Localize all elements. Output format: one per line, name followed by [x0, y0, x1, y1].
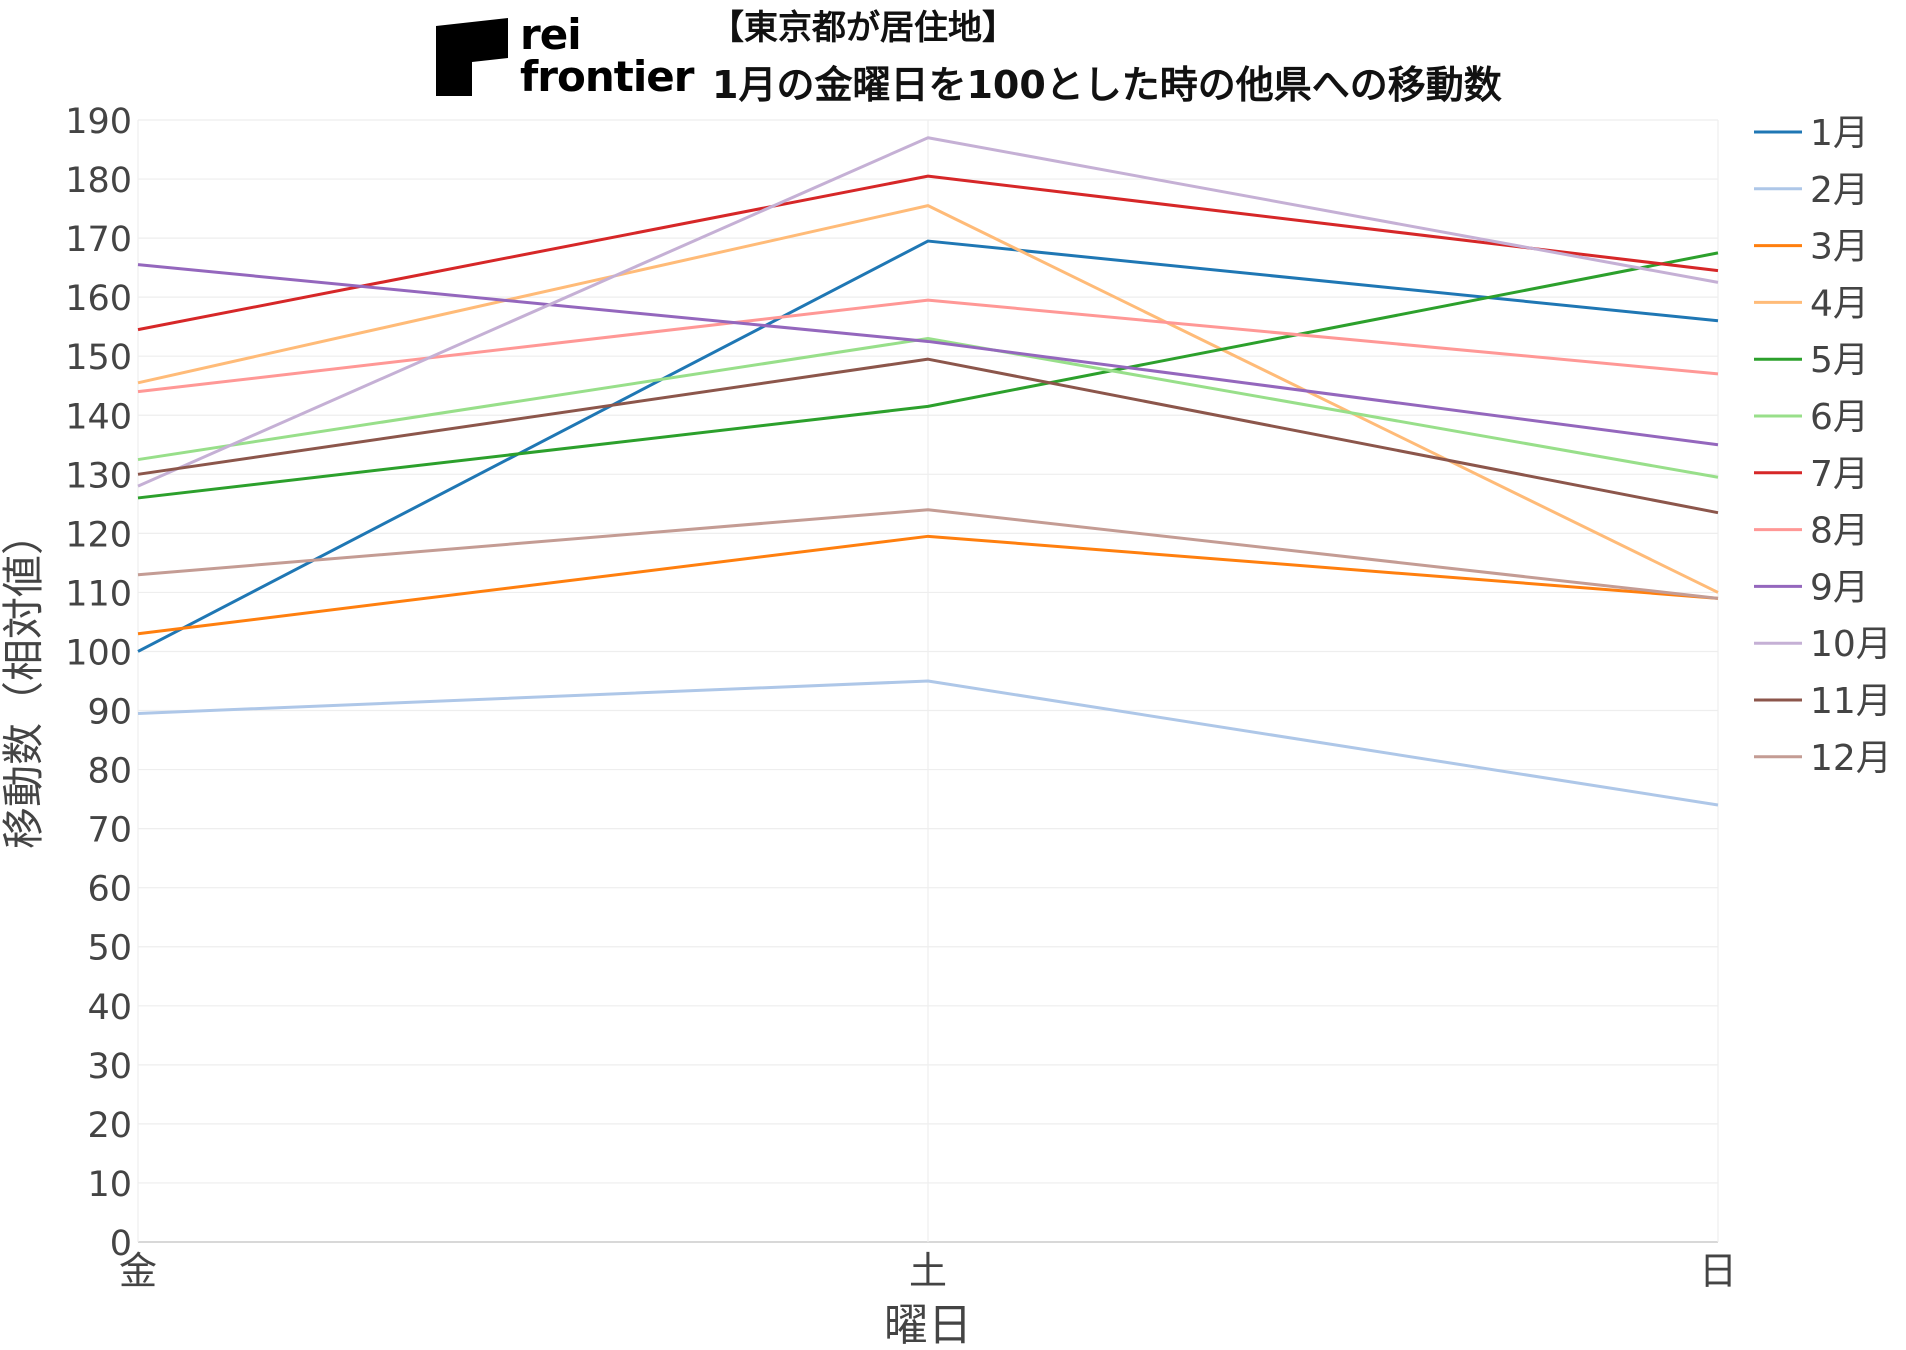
legend-label: 10月 — [1810, 624, 1892, 665]
y-tick-label: 90 — [87, 693, 132, 733]
legend-label: 3月 — [1810, 227, 1869, 268]
series-line-7 — [137, 174, 1719, 332]
y-tick-label: 190 — [65, 102, 132, 142]
chart-title-line-2: 1月の金曜日を100とした時の他県への移動数 — [712, 63, 1502, 107]
y-tick-label: 40 — [87, 988, 132, 1028]
series-line-1 — [137, 239, 1719, 653]
logo-text-rei: rei — [520, 10, 582, 59]
y-tick-label: 150 — [65, 338, 132, 378]
legend-label: 1月 — [1810, 113, 1869, 154]
y-tick-label: 130 — [65, 456, 132, 496]
legend-label: 12月 — [1810, 738, 1892, 779]
gridlines — [137, 119, 1719, 1243]
y-tick-label: 80 — [87, 752, 132, 792]
y-tick-label: 10 — [87, 1165, 132, 1205]
series-line-12 — [137, 508, 1719, 600]
logo-text-frontier: frontier — [520, 52, 694, 101]
x-tick-label: 土 — [909, 1249, 947, 1293]
rei-frontier-logo: rei frontier — [436, 10, 696, 101]
y-tick-label: 110 — [65, 574, 132, 614]
series-line-6 — [137, 336, 1719, 479]
series-lines — [137, 136, 1719, 807]
x-tick-label: 日 — [1699, 1249, 1737, 1293]
axes: 0 10 20 30 40 50 60 70 80 90 100 110 120 130 140 150 160… — [0, 102, 1737, 1350]
y-tick-label: 0 — [110, 1224, 132, 1264]
series-line-10 — [137, 136, 1719, 488]
legend-label: 9月 — [1810, 567, 1869, 608]
series-line-8 — [137, 298, 1719, 394]
y-tick-label: 70 — [87, 811, 132, 851]
legend-label: 11月 — [1810, 681, 1892, 722]
y-tick-label: 160 — [65, 279, 132, 319]
y-tick-label: 120 — [65, 515, 132, 555]
legend: 1月 2月 3月 4月 5月 6月 7月 8月 9月 10月 11月 12月 — [1754, 113, 1892, 779]
x-tick-label: 金 — [119, 1249, 157, 1293]
y-tick-label: 60 — [87, 870, 132, 910]
x-axis-title: 曜日 — [884, 1300, 972, 1350]
legend-label: 5月 — [1810, 340, 1869, 381]
y-tick-label: 140 — [65, 397, 132, 437]
series-line-9 — [137, 263, 1719, 447]
legend-label: 7月 — [1810, 454, 1869, 495]
y-tick-label: 30 — [87, 1047, 132, 1087]
legend-label: 8月 — [1810, 511, 1869, 552]
y-tick-label: 100 — [65, 633, 132, 673]
y-axis-title: 移動数（相対値） — [0, 513, 48, 849]
logo-mark-icon — [436, 18, 508, 96]
y-tick-label: 50 — [87, 929, 132, 969]
legend-label: 4月 — [1810, 283, 1869, 324]
y-tick-label: 180 — [65, 161, 132, 201]
legend-label: 6月 — [1810, 397, 1869, 438]
chart-title-line-1: 【東京都が居住地】 — [710, 8, 1016, 48]
y-tick-label: 170 — [65, 220, 132, 260]
series-line-3 — [137, 534, 1719, 636]
legend-label: 2月 — [1810, 170, 1869, 211]
series-line-11 — [137, 357, 1719, 515]
series-line-4 — [137, 204, 1719, 594]
y-tick-label: 20 — [87, 1106, 132, 1146]
series-line-2 — [137, 679, 1719, 807]
series-line-5 — [137, 251, 1719, 500]
